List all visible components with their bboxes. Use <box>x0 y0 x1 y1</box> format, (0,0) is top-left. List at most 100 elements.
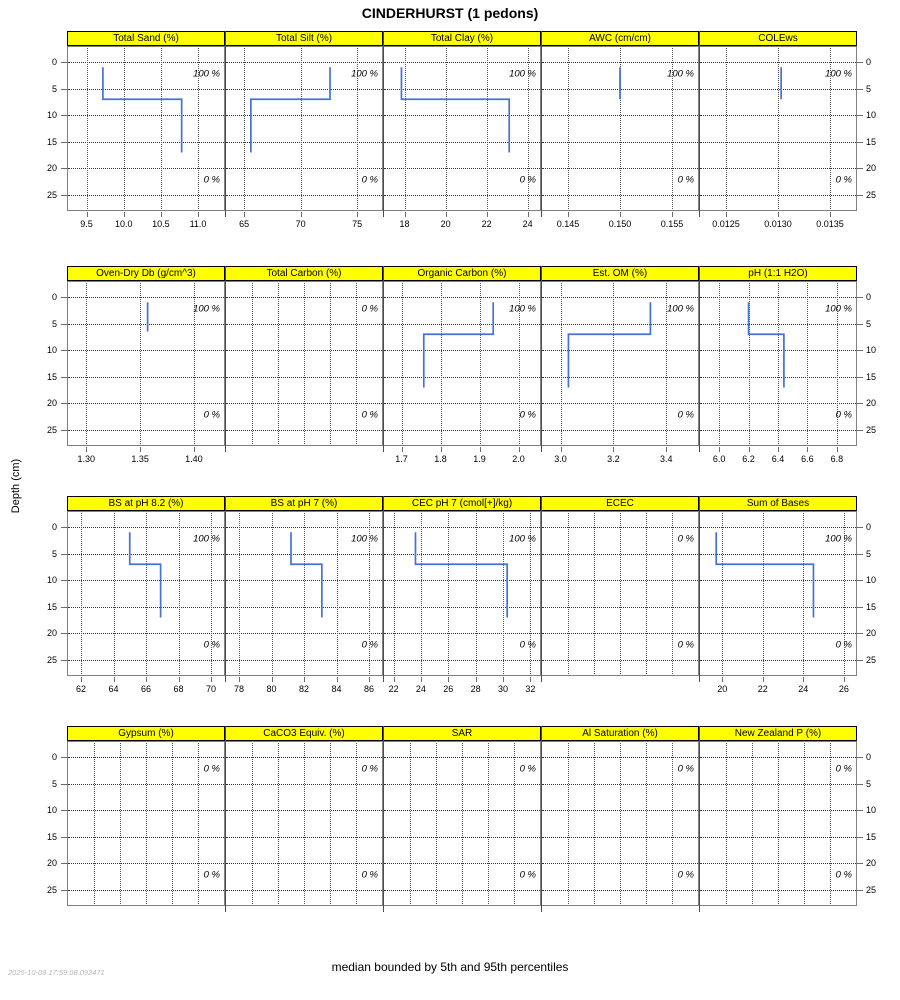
series-layer <box>146 302 149 332</box>
x-tick-mark <box>440 447 442 452</box>
x-tick-label: 11.0 <box>189 219 207 229</box>
depth-gridline <box>384 553 540 555</box>
x-tick-label: 22 <box>388 684 399 694</box>
value-gridline <box>560 281 562 446</box>
x-tick-mark <box>198 212 199 217</box>
value-gridline <box>778 46 779 211</box>
x-tick-label: 3.0 <box>554 454 567 464</box>
x-tick-mark <box>160 212 162 217</box>
depth-tick-label: 25 <box>46 190 57 201</box>
value-gridline <box>278 281 279 446</box>
series-layer <box>414 532 509 618</box>
x-tick-label: 6.0 <box>712 454 726 464</box>
panel-total-silt: 100 % 0 % <box>225 46 383 211</box>
depth-gridline <box>384 403 540 405</box>
depth-tick-label: 5 <box>866 548 872 559</box>
panel-strip-label: pH (1:1 H2O) <box>748 268 808 279</box>
panel-strip-total-clay: Total Clay (%) <box>383 31 541 46</box>
x-tick-mark <box>300 212 302 217</box>
depth-tick-mark <box>61 430 67 432</box>
depth-gridline <box>68 115 224 117</box>
panel-total-carbon: 0 % 0 % <box>225 281 383 446</box>
depth-gridline <box>68 430 224 432</box>
series-line-median <box>414 532 509 618</box>
panel-strip-label: Organic Carbon (%) <box>417 268 507 279</box>
x-tick-label: 0.0130 <box>764 219 792 229</box>
depth-tick-label: 25 <box>46 885 57 896</box>
pct-top-label: 0 % <box>203 763 220 775</box>
depth-tick-mark <box>857 323 863 325</box>
depth-tick-mark <box>857 195 863 197</box>
depth-gridline <box>700 660 856 662</box>
value-gridline <box>81 511 82 676</box>
panel-strip-gypsum: Gypsum (%) <box>67 726 225 741</box>
x-tick-mark <box>448 677 450 682</box>
depth-gridline <box>68 376 224 378</box>
x-tick-mark <box>193 447 195 452</box>
value-gridline <box>140 281 142 446</box>
panel-strip-caco3-equiv: CaCO3 Equiv. (%) <box>225 726 383 741</box>
x-tick-mark <box>722 677 724 682</box>
depth-tick-mark <box>857 168 863 170</box>
x-tick-mark <box>830 212 831 217</box>
depth-tick-label: 25 <box>866 655 877 666</box>
depth-gridline <box>226 168 382 170</box>
series-line-median <box>128 532 162 618</box>
value-gridline <box>86 281 88 446</box>
value-gridline <box>178 511 180 676</box>
panel-bs-at-ph-7: 100 % 0 % <box>225 511 383 676</box>
depth-tick-mark <box>857 783 863 785</box>
panel-al-saturation: 0 % 0 % <box>541 741 699 906</box>
depth-tick-label: 10 <box>46 345 57 356</box>
depth-tick-mark <box>857 141 863 143</box>
value-gridline <box>436 741 437 906</box>
x-tick-label: 86 <box>363 684 375 694</box>
pct-top-label: 100 % <box>509 303 536 315</box>
value-gridline <box>356 741 357 906</box>
pct-bottom-label: 0 % <box>835 174 852 186</box>
depth-tick-label: 20 <box>866 858 877 869</box>
pct-top-label: 0 % <box>835 763 852 775</box>
pct-bottom-label: 0 % <box>361 639 378 651</box>
depth-gridline <box>542 376 698 378</box>
pct-top-label: 100 % <box>193 533 220 545</box>
x-tick-mark <box>762 677 764 682</box>
pct-top-label: 100 % <box>351 533 378 545</box>
x-tick-label: 3.4 <box>660 454 673 464</box>
depth-tick-label: 10 <box>866 345 877 356</box>
value-gridline <box>778 741 779 906</box>
x-tick-mark <box>778 447 779 452</box>
depth-tick-mark <box>61 195 67 197</box>
series-layer <box>102 67 183 153</box>
x-tick-label: 24 <box>415 684 426 694</box>
pct-bottom-label: 0 % <box>519 409 536 421</box>
depth-tick-label: 10 <box>866 805 877 816</box>
value-gridline <box>440 281 442 446</box>
pct-bottom-label: 0 % <box>677 174 694 186</box>
depth-gridline <box>542 430 698 432</box>
depth-tick-mark <box>857 633 863 635</box>
value-gridline <box>193 281 195 446</box>
x-tick-mark <box>357 212 359 217</box>
series-line-median <box>715 532 815 618</box>
x-tick-label: 6.4 <box>771 454 785 464</box>
x-tick-mark <box>304 677 305 682</box>
depth-gridline <box>68 141 224 143</box>
value-gridline <box>778 281 779 446</box>
panel-strip-label: Total Carbon (%) <box>266 268 342 279</box>
panel-strip-organic-carbon: Organic Carbon (%) <box>383 266 541 281</box>
pct-top-label: 0 % <box>519 763 536 775</box>
x-tick-mark <box>475 677 477 682</box>
x-tick-mark <box>140 447 142 452</box>
depth-tick-label: 0 <box>866 56 872 67</box>
series-layer <box>780 67 782 100</box>
panel-separator <box>541 266 542 452</box>
x-tick-mark <box>666 447 668 452</box>
panel-strip-awc-cm-cm: AWC (cm/cm) <box>541 31 699 46</box>
x-tick-mark <box>146 677 147 682</box>
value-gridline <box>527 46 529 211</box>
panel-strip-label: Sum of Bases <box>746 498 810 509</box>
value-gridline <box>830 741 831 906</box>
depth-gridline <box>68 168 224 170</box>
x-tick-label: 28 <box>470 684 481 694</box>
